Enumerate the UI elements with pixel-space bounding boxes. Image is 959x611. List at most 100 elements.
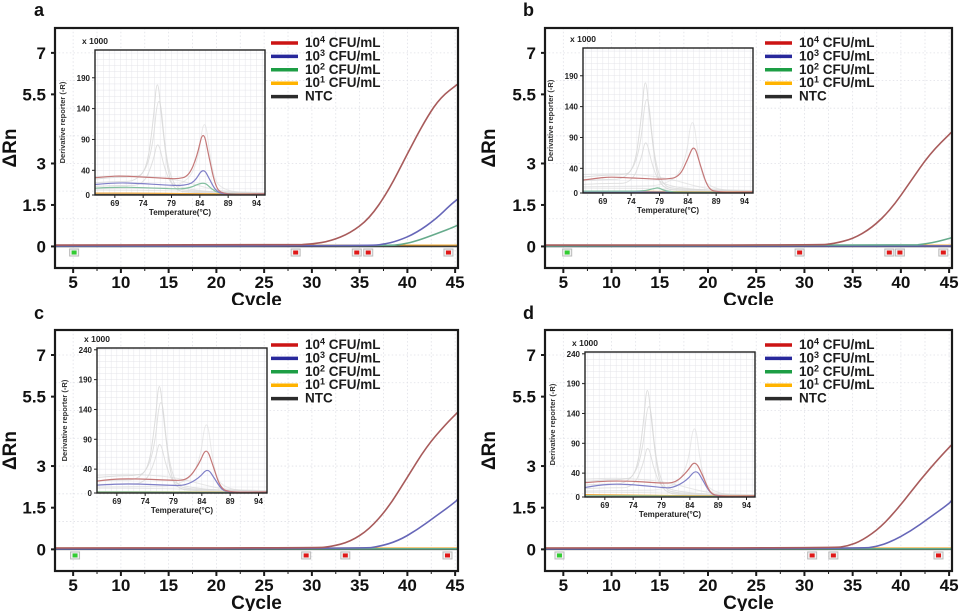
melt-inset: 69 74 79 84 89 94 0 40 90 140 190 Temperature(°C) De… (58, 36, 266, 217)
melt-curve-10-2-cfu-ml (582, 187, 753, 193)
inset-x-tick-label: 69 (600, 501, 609, 510)
melt-curve-10-3-cfu-ml (96, 469, 267, 493)
ct-markers (69, 248, 454, 257)
x-tick-label: 15 (650, 273, 669, 292)
inset-y-tick-label: 190 (567, 380, 581, 389)
plot-border (543, 328, 954, 573)
panel-letter: d (523, 305, 534, 323)
melt-curve-10-2-cfu-ml (94, 182, 266, 195)
inset-y-axis-label: Derivative reporter (-R) (58, 81, 67, 163)
inset-y-tick-label: 240 (567, 350, 581, 359)
main-axes: 5 10 15 20 25 30 35 40 45 0 1.5 3 5.5 7 (512, 346, 958, 595)
x-tick-label: 40 (891, 273, 910, 292)
inset-y-tick-label: 140 (79, 405, 93, 414)
inset-y-tick-label: 90 (571, 439, 580, 448)
plot-border (53, 328, 460, 573)
x-axis-label: Cycle (723, 290, 774, 305)
inset-y-tick-label: 40 (571, 469, 580, 478)
inset-x-tick-label: 74 (141, 497, 150, 506)
amplification-curves (544, 131, 953, 248)
inset-y-tick-label: 90 (83, 435, 92, 444)
x-tick-label: 10 (602, 273, 621, 292)
y-tick-label: 5.5 (512, 388, 536, 407)
ct-markers (562, 248, 949, 257)
y-tick-label: 3 (527, 457, 536, 476)
inset-x-tick-label: 94 (252, 199, 261, 208)
inset-x-tick-label: 94 (740, 197, 749, 206)
panel-letter: a (34, 0, 45, 20)
x-tick-label: 15 (159, 576, 178, 595)
x-tick-label: 35 (843, 273, 862, 292)
legend-label: 102 CFU/mL (305, 61, 381, 77)
x-tick-label: 45 (940, 576, 959, 595)
panel-c-chart: c 5 10 15 20 25 30 35 40 45 0 1.5 3 5.5 7 Cycle ΔRn 104 C… (0, 303, 465, 611)
background-melt-curve (584, 491, 756, 496)
melt-curve-10-4-cfu-ml (94, 134, 266, 195)
curve-10-3-cfu-ml (54, 498, 459, 550)
melt-curve-10-4-cfu-ml (96, 450, 268, 493)
background-melt-curve (96, 473, 268, 492)
x-tick-label: 5 (68, 273, 77, 292)
y-tick-label: 1.5 (512, 196, 536, 215)
panel-letter: c (34, 305, 44, 323)
y-tick-label: 5.5 (22, 85, 46, 104)
y-tick-label: 3 (37, 154, 46, 173)
x-tick-label: 25 (255, 273, 274, 292)
inset-x-axis-label: Temperature(°C) (151, 506, 214, 515)
ct-markers (554, 551, 944, 560)
melt-curve-10-4-cfu-ml (582, 147, 754, 193)
inset-scale-label: x 1000 (84, 334, 110, 344)
main-axes: 5 10 15 20 25 30 35 40 45 0 1.5 3 5.5 7 (22, 346, 464, 595)
y-tick-label: 3 (37, 457, 46, 476)
amplification-curves (544, 443, 953, 551)
x-tick-label: 15 (650, 576, 669, 595)
curve-10-4-cfu-ml (54, 411, 459, 549)
melt-curve-10-4-cfu-ml (584, 462, 756, 497)
inset-x-axis-label: Temperature(°C) (639, 510, 702, 519)
curve-10-4-cfu-ml (544, 443, 953, 549)
inset-x-axis-label: Temperature(°C) (637, 206, 700, 215)
inset-y-tick-label: 190 (77, 74, 91, 83)
x-tick-label: 35 (843, 576, 862, 595)
panel-d-chart: d 5 10 15 20 25 30 35 40 45 0 1.5 3 5.5 7 Cycle ΔRn 104 C… (479, 303, 959, 611)
legend-label: 104 CFU/mL (799, 337, 875, 353)
inset-x-tick-label: 89 (714, 501, 723, 510)
inset-y-tick-label: 140 (567, 409, 581, 418)
curve-10-4-cfu-ml (54, 83, 459, 246)
y-tick-label: 0 (37, 540, 46, 559)
panel-b: b 5 10 15 20 25 30 35 40 45 0 1.5 3 5.5 7 Cycle ΔRn 104 C… (479, 0, 959, 311)
legend-label: 101 CFU/mL (799, 75, 875, 91)
y-tick-label: 1.5 (22, 499, 46, 518)
legend-label: 103 CFU/mL (799, 350, 875, 366)
inset-x-tick-label: 79 (657, 501, 666, 510)
legend-label: 104 CFU/mL (799, 35, 875, 51)
inset-y-tick-label: 90 (81, 135, 90, 144)
main-axes: 5 10 15 20 25 30 35 40 45 0 1.5 3 5.5 7 (22, 44, 464, 292)
legend-label: NTC (799, 391, 827, 406)
inset-x-tick-label: 84 (197, 497, 206, 506)
x-tick-label: 5 (559, 273, 568, 292)
inset-scale-label: x 1000 (572, 338, 598, 348)
y-axis-label: ΔRn (0, 129, 21, 168)
inset-x-tick-label: 79 (169, 497, 178, 506)
background-melt-curve (582, 99, 754, 192)
inset-border (96, 347, 268, 494)
inset-y-tick-label: 240 (79, 346, 93, 355)
legend-label: 103 CFU/mL (305, 48, 381, 64)
legend-label: 101 CFU/mL (305, 377, 381, 393)
legend-label: 103 CFU/mL (799, 48, 875, 64)
background-melt-curve (582, 187, 754, 192)
x-tick-label: 10 (111, 576, 130, 595)
x-tick-label: 5 (559, 576, 568, 595)
melt-inset: 69 74 79 84 89 94 0 40 90 140 190 240 Temperature(°C… (548, 338, 756, 519)
inset-y-axis-label: Derivative reporter (-R) (548, 383, 557, 465)
y-tick-label: 1.5 (22, 196, 46, 215)
inset-border (582, 47, 754, 194)
inset-x-tick-label: 84 (685, 501, 694, 510)
inset-y-tick-label: 40 (81, 166, 90, 175)
panel-b-chart: b 5 10 15 20 25 30 35 40 45 0 1.5 3 5.5 7 Cycle ΔRn 104 C… (479, 0, 959, 311)
x-tick-label: 10 (602, 576, 621, 595)
x-tick-label: 25 (255, 576, 274, 595)
